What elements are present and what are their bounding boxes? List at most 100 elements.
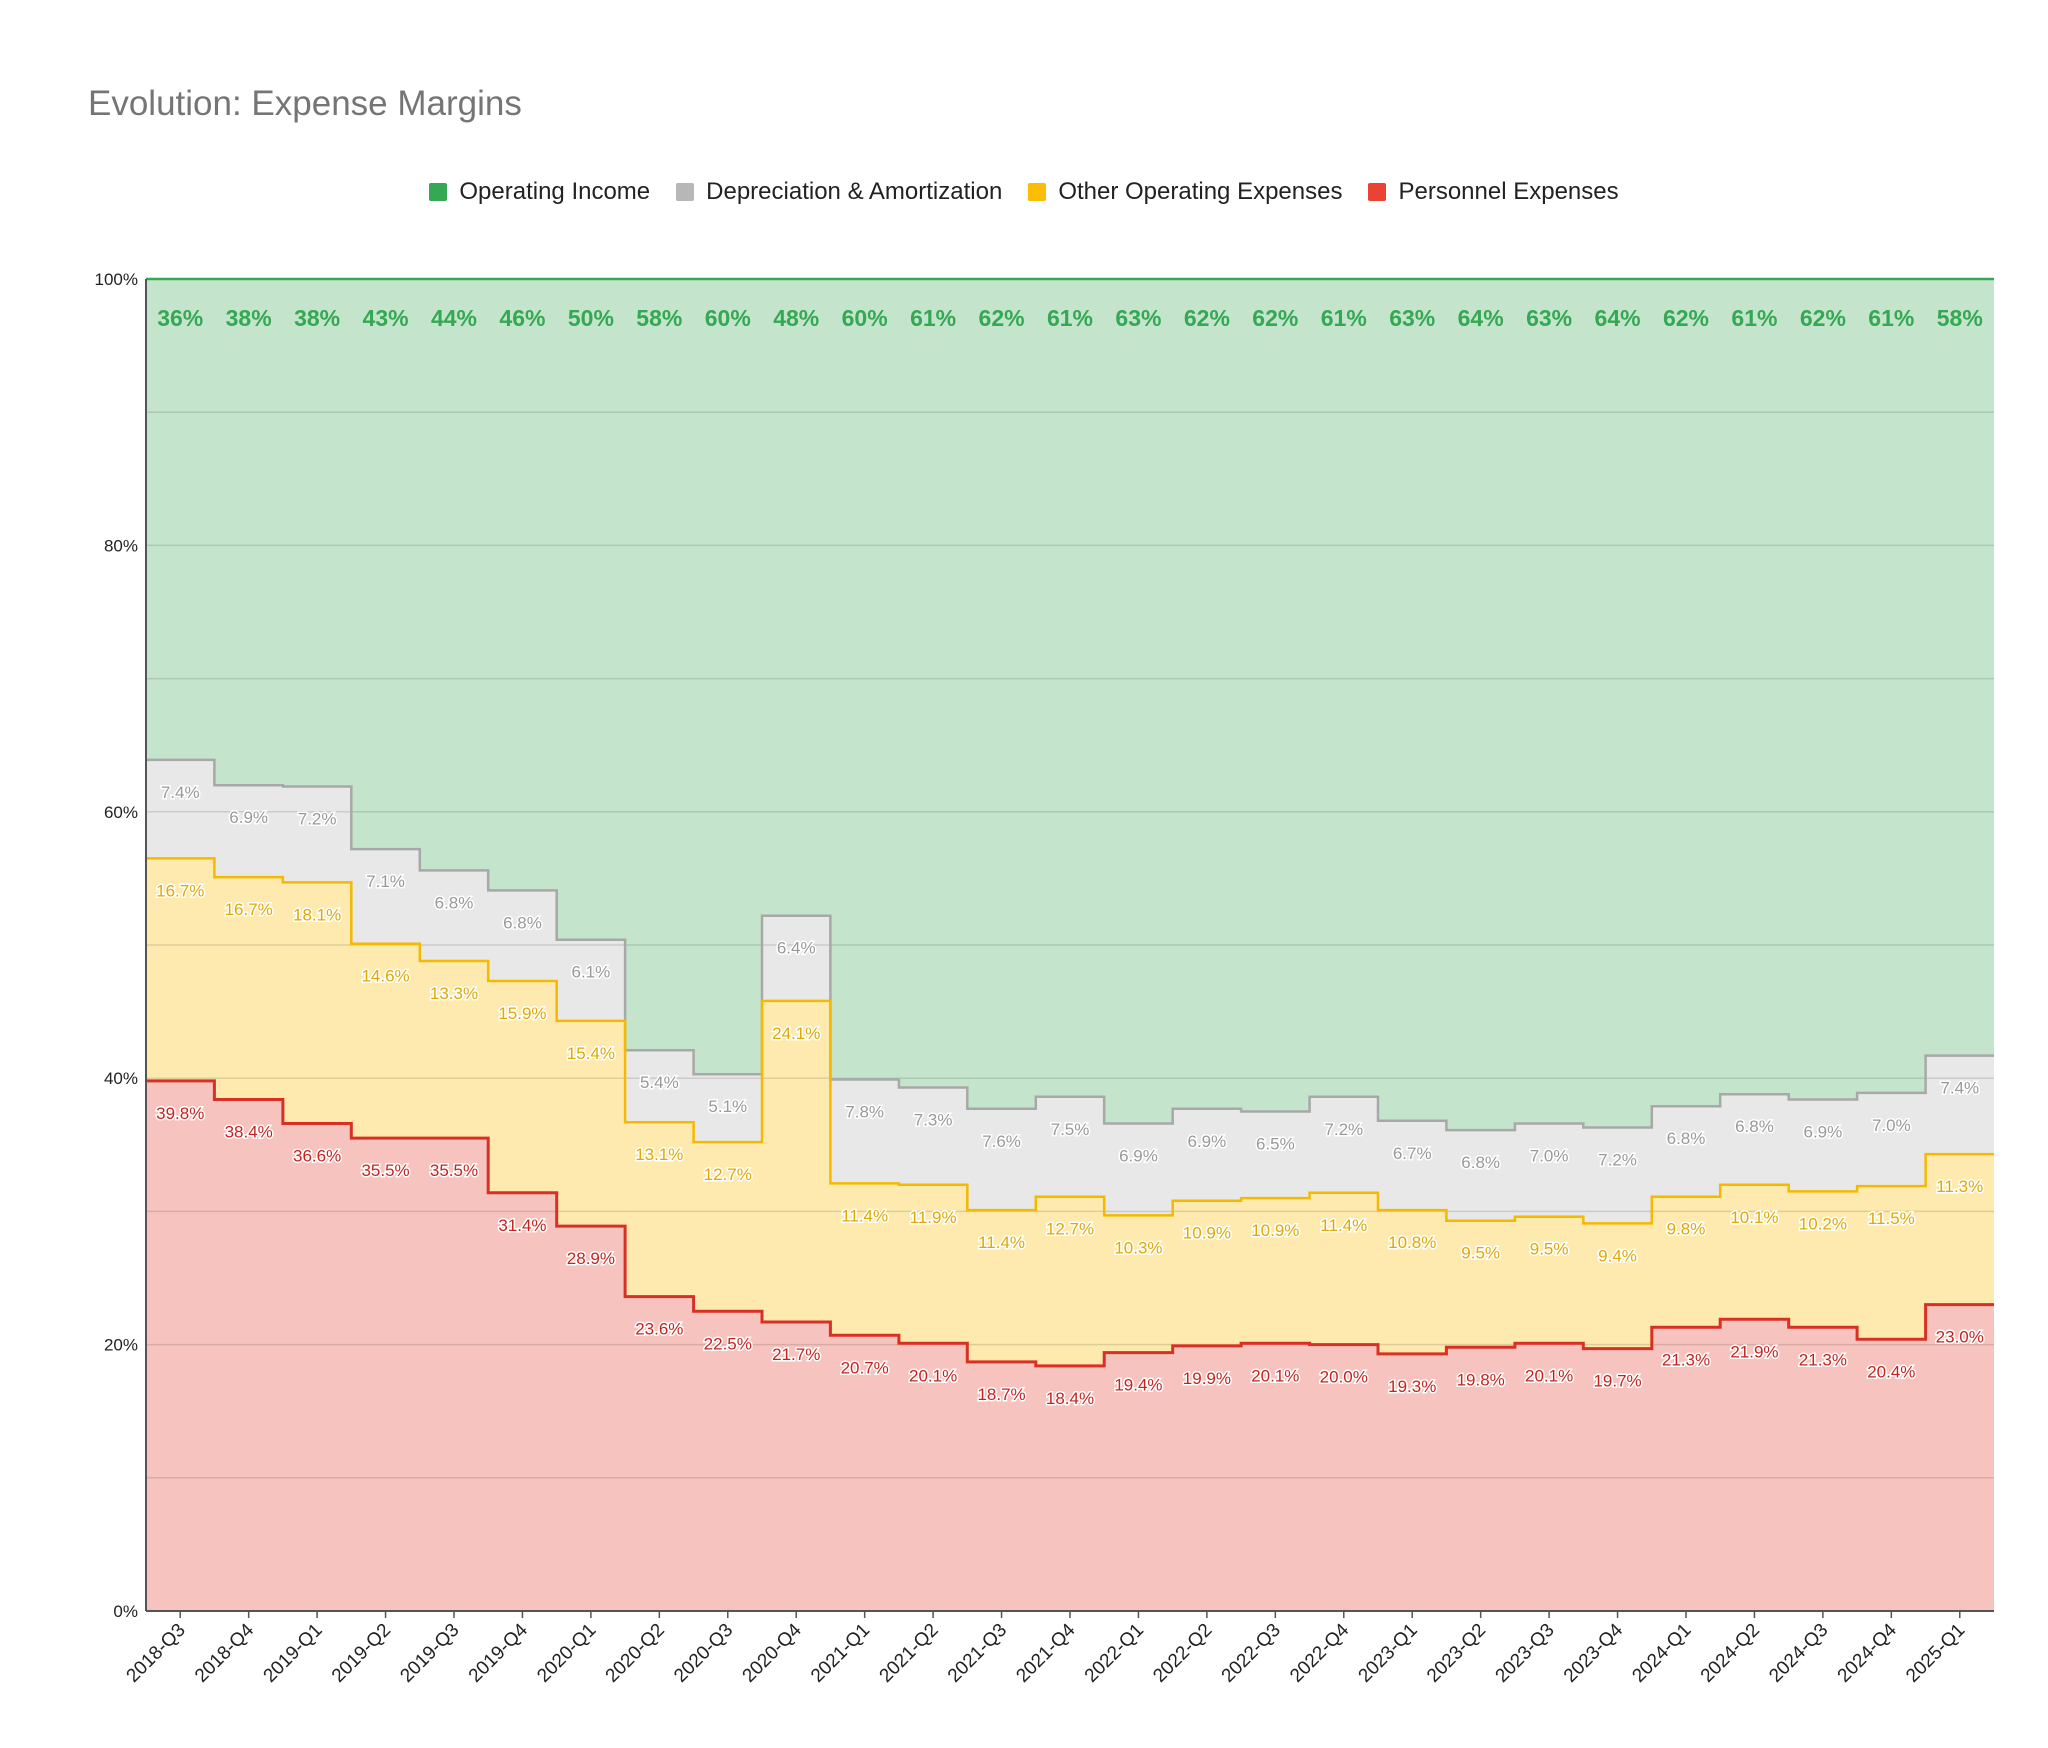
data-label-depreciation: 6.8% xyxy=(1461,1153,1500,1172)
data-label-operating-income: 62% xyxy=(1252,305,1298,331)
data-label-operating-income: 38% xyxy=(226,305,272,331)
legend-item-depreciation[interactable]: Depreciation & Amortization xyxy=(676,178,1002,206)
data-label-operating-income: 58% xyxy=(1937,305,1983,331)
data-label-operating-income: 61% xyxy=(1868,305,1914,331)
data-label-depreciation: 6.9% xyxy=(1804,1123,1843,1142)
data-label-depreciation: 7.4% xyxy=(1940,1079,1979,1098)
legend-label-personnel: Personnel Expenses xyxy=(1398,178,1619,205)
x-tick-label: 2024-Q3 xyxy=(1765,1620,1832,1687)
data-label-operating-income: 62% xyxy=(1663,305,1709,331)
data-label-depreciation: 6.9% xyxy=(1119,1146,1158,1165)
data-label-other-opex: 11.4% xyxy=(1320,1216,1367,1235)
data-label-depreciation: 7.4% xyxy=(161,783,200,802)
area-other-opex xyxy=(146,858,1994,1366)
data-label-other-opex: 11.9% xyxy=(910,1208,957,1227)
data-label-operating-income: 63% xyxy=(1115,305,1161,331)
y-tick-label: 60% xyxy=(104,803,138,822)
data-label-personnel: 20.4% xyxy=(1867,1362,1915,1381)
legend-item-personnel[interactable]: Personnel Expenses xyxy=(1368,178,1619,206)
legend: Operating Income Depreciation & Amortiza… xyxy=(0,178,2048,206)
y-tick-label: 40% xyxy=(104,1069,138,1088)
data-label-operating-income: 60% xyxy=(842,305,888,331)
data-label-other-opex: 9.5% xyxy=(1530,1240,1569,1259)
x-tick-label: 2020-Q2 xyxy=(602,1620,669,1687)
legend-label-operating-income: Operating Income xyxy=(459,178,651,205)
data-label-operating-income: 63% xyxy=(1526,305,1572,331)
legend-item-other-opex[interactable]: Other Operating Expenses xyxy=(1028,178,1342,206)
data-label-depreciation: 6.8% xyxy=(1667,1129,1706,1148)
data-label-personnel: 22.5% xyxy=(704,1334,752,1353)
data-label-personnel: 19.9% xyxy=(1183,1369,1231,1388)
x-tick-label: 2024-Q1 xyxy=(1628,1620,1695,1687)
data-label-other-opex: 10.2% xyxy=(1799,1214,1847,1233)
data-label-other-opex: 13.1% xyxy=(635,1145,683,1164)
y-tick-label: 0% xyxy=(113,1602,138,1621)
legend-item-operating-income[interactable]: Operating Income xyxy=(429,178,650,206)
data-label-operating-income: 63% xyxy=(1389,305,1435,331)
data-label-personnel: 20.7% xyxy=(841,1358,889,1377)
x-tick-label: 2020-Q1 xyxy=(533,1620,600,1687)
data-label-personnel: 31.4% xyxy=(498,1216,546,1235)
x-tick-label: 2020-Q3 xyxy=(670,1620,737,1687)
data-label-other-opex: 15.9% xyxy=(498,1004,546,1023)
data-label-depreciation: 7.0% xyxy=(1530,1146,1569,1165)
x-tick-label: 2022-Q4 xyxy=(1286,1619,1353,1686)
data-label-operating-income: 38% xyxy=(294,305,340,331)
data-label-depreciation: 6.9% xyxy=(1188,1132,1227,1151)
area-personnel xyxy=(146,1080,1994,1611)
data-label-other-opex: 9.4% xyxy=(1598,1246,1637,1265)
chart-title: Evolution: Expense Margins xyxy=(88,84,522,123)
data-label-operating-income: 64% xyxy=(1458,305,1504,331)
data-label-operating-income: 58% xyxy=(636,305,682,331)
data-label-depreciation: 6.7% xyxy=(1393,1144,1432,1163)
data-label-other-opex: 16.7% xyxy=(156,881,204,900)
data-label-depreciation: 7.2% xyxy=(1598,1150,1637,1169)
data-label-personnel: 21.3% xyxy=(1799,1350,1847,1369)
data-label-other-opex: 10.9% xyxy=(1251,1221,1299,1240)
line-personnel xyxy=(146,1079,1994,1368)
legend-swatch-operating-income xyxy=(429,183,448,201)
data-label-operating-income: 36% xyxy=(157,305,203,331)
data-label-depreciation: 7.8% xyxy=(845,1103,884,1122)
x-tick-label: 2024-Q4 xyxy=(1834,1619,1901,1686)
data-label-personnel: 38.4% xyxy=(225,1123,273,1142)
data-label-other-opex: 11.4% xyxy=(978,1233,1025,1252)
data-label-operating-income: 50% xyxy=(568,305,614,331)
y-tick-label: 20% xyxy=(104,1336,138,1355)
data-label-depreciation: 7.5% xyxy=(1051,1120,1090,1139)
data-label-operating-income: 64% xyxy=(1595,305,1641,331)
data-label-operating-income: 62% xyxy=(979,305,1025,331)
x-tick-label: 2019-Q4 xyxy=(465,1619,532,1686)
data-label-personnel: 21.9% xyxy=(1730,1342,1778,1361)
data-label-operating-income: 61% xyxy=(910,305,956,331)
data-label-personnel: 35.5% xyxy=(430,1161,478,1180)
data-label-operating-income: 44% xyxy=(431,305,477,331)
legend-swatch-other-opex xyxy=(1028,183,1047,201)
x-tick-label: 2022-Q3 xyxy=(1218,1620,1285,1687)
x-tick-label: 2020-Q4 xyxy=(739,1619,806,1686)
data-label-other-opex: 14.6% xyxy=(361,967,409,986)
data-label-operating-income: 62% xyxy=(1184,305,1230,331)
data-label-other-opex: 13.3% xyxy=(430,984,478,1003)
data-label-other-opex: 12.7% xyxy=(1046,1220,1094,1239)
data-label-personnel: 19.7% xyxy=(1593,1372,1641,1391)
data-label-depreciation: 7.2% xyxy=(298,809,337,828)
data-label-personnel: 20.1% xyxy=(909,1366,957,1385)
y-tick-label: 80% xyxy=(104,536,138,555)
data-label-other-opex: 11.3% xyxy=(1936,1177,1983,1196)
data-label-other-opex: 10.8% xyxy=(1388,1233,1436,1252)
area-depreciation xyxy=(146,759,1994,1224)
data-label-other-opex: 10.1% xyxy=(1730,1208,1778,1227)
x-tick-label: 2022-Q2 xyxy=(1149,1620,1216,1687)
x-tick-label: 2019-Q1 xyxy=(260,1620,327,1687)
data-label-other-opex: 16.7% xyxy=(225,900,273,919)
x-tick-label: 2025-Q1 xyxy=(1902,1620,1969,1687)
data-label-depreciation: 5.4% xyxy=(640,1073,679,1092)
x-tick-label: 2021-Q1 xyxy=(807,1620,874,1687)
line-depreciation xyxy=(146,758,1994,1132)
data-label-operating-income: 61% xyxy=(1047,305,1093,331)
legend-swatch-depreciation xyxy=(676,183,695,201)
data-label-personnel: 20.0% xyxy=(1320,1368,1368,1387)
data-label-depreciation: 5.1% xyxy=(708,1097,747,1116)
data-label-personnel: 36.6% xyxy=(293,1146,341,1165)
